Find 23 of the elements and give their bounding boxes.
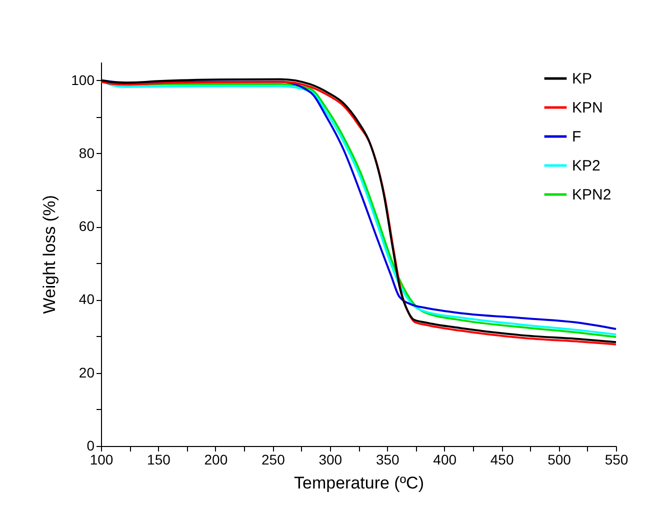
x-tick-label: 350	[376, 452, 400, 468]
x-tick-label: 150	[147, 452, 171, 468]
x-axis-title: Temperature (ºC)	[294, 474, 424, 492]
x-tick-label: 200	[204, 452, 228, 468]
x-tick-label: 100	[90, 452, 114, 468]
x-tick-label: 500	[548, 452, 572, 468]
legend-label: F	[572, 128, 582, 146]
legend-label: KP	[572, 70, 592, 88]
legend-label: KPN	[572, 100, 603, 116]
y-tick-label: 80	[78, 144, 95, 161]
x-tick-label: 300	[318, 452, 342, 468]
y-tick-label: 100	[71, 72, 95, 88]
legend-label: KP2	[572, 158, 600, 174]
legend-label: KPN2	[572, 186, 612, 204]
x-tick-label: 400	[433, 452, 457, 468]
y-tick-label: 20	[78, 364, 95, 380]
y-tick-label: 0	[86, 438, 95, 454]
x-tick-label: 450	[490, 452, 514, 468]
y-axis-title: Weight loss (%)	[40, 195, 60, 314]
y-tick-label: 60	[78, 218, 95, 234]
x-tick-label: 550	[604, 452, 628, 468]
x-tick-label: 250	[261, 452, 286, 468]
y-tick-label: 40	[78, 291, 95, 308]
